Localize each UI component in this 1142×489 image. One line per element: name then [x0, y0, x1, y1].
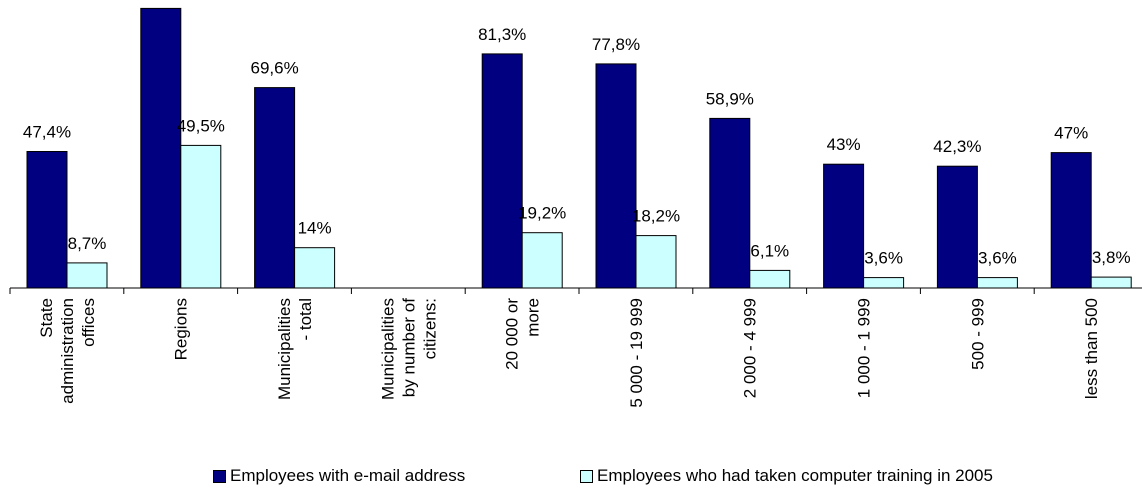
x-tick-label-5: 5 000 - 19 999	[627, 298, 646, 408]
x-tick-label-4: 20 000 or more	[503, 298, 543, 370]
x-tick-label-4-line-1: more	[524, 298, 543, 337]
data-label-s2-9: 3,8%	[1092, 248, 1131, 267]
bar-s2-0	[66, 262, 108, 289]
legend-label-training: Employees who had taken computer trainin…	[597, 466, 993, 485]
legend-item-email: Employees with e-mail address	[213, 466, 465, 486]
legend-label-email: Employees with e-mail address	[230, 466, 466, 485]
data-label-s1-8: 42,3%	[933, 137, 981, 156]
data-label-s2-8: 3,6%	[978, 249, 1017, 268]
bar-s1-6	[709, 117, 751, 289]
bar-s2-7	[863, 277, 905, 289]
legend-item-training: Employees who had taken computer trainin…	[580, 466, 993, 486]
bar-s2-5	[635, 235, 677, 289]
x-tick-label-7: 1 000 - 1 999	[855, 298, 874, 398]
x-tick-label-7-line-0: 1 000 - 1 999	[855, 298, 874, 398]
x-tick-label-6-line-0: 2 000 - 4 999	[741, 298, 760, 398]
bar-s1-7	[823, 163, 865, 289]
x-tick-label-0: State administration offices	[37, 298, 98, 404]
x-tick-label-1: Regions	[172, 298, 191, 360]
x-tick-label-3: Municipalities by number of citizens:	[378, 298, 439, 400]
data-label-s2-5: 18,2%	[632, 207, 680, 226]
bar-s1-0	[26, 151, 68, 289]
bar-s1-9	[1050, 152, 1092, 289]
x-tick-label-2: Municipalities - total	[275, 298, 315, 400]
bar-s1-1	[140, 7, 182, 289]
x-tick-label-0-line-0: State	[37, 298, 56, 338]
bar-s1-5	[595, 63, 637, 289]
x-tick-label-3-line-1: by number of	[399, 298, 418, 397]
data-label-s1-9: 47%	[1054, 124, 1088, 143]
x-tick-label-3-line-0: Municipalities	[378, 298, 397, 400]
data-label-s2-2: 14%	[298, 219, 332, 238]
x-tick-label-6: 2 000 - 4 999	[741, 298, 760, 398]
data-label-s1-5: 77,8%	[592, 35, 640, 54]
x-tick-label-9: less than 500	[1082, 298, 1101, 399]
bar-s2-2	[294, 247, 336, 289]
data-label-s1-2: 69,6%	[250, 59, 298, 78]
x-tick-label-8: 500 - 999	[968, 298, 987, 370]
x-tick-label-0-line-2: offices	[79, 298, 98, 347]
legend-swatch-email	[213, 469, 226, 483]
bar-s2-6	[749, 269, 791, 289]
data-label-s2-7: 3,6%	[864, 249, 903, 268]
bar-s2-9	[1090, 276, 1132, 289]
legend-swatch-training	[580, 469, 593, 483]
bar-s2-4	[521, 232, 563, 289]
data-label-s1-6: 58,9%	[706, 89, 754, 108]
x-tick-label-0-line-1: administration	[58, 298, 77, 404]
bar-s2-8	[976, 277, 1018, 289]
data-label-s2-6: 6,1%	[750, 241, 789, 260]
data-label-s1-7: 43%	[827, 135, 861, 154]
x-tick-label-3-line-2: citizens:	[420, 298, 439, 359]
data-label-s1-0: 47,4%	[23, 123, 71, 142]
bar-s2-1	[180, 144, 222, 289]
bar-s1-8	[936, 165, 978, 289]
x-tick-label-5-line-0: 5 000 - 19 999	[627, 298, 646, 408]
data-label-s2-4: 19,2%	[518, 204, 566, 223]
x-tick-label-2-line-1: - total	[296, 298, 315, 341]
bar-s1-2	[254, 87, 296, 289]
x-tick-label-8-line-0: 500 - 999	[968, 298, 987, 370]
x-tick-label-2-line-0: Municipalities	[275, 298, 294, 400]
data-label-s2-0: 8,7%	[68, 234, 107, 253]
x-tick-label-1-line-0: Regions	[172, 298, 191, 360]
data-label-s1-4: 81,3%	[478, 25, 526, 44]
data-label-s2-1: 49,5%	[177, 116, 225, 135]
x-tick-label-9-line-0: less than 500	[1082, 298, 1101, 399]
chart-legend: Employees with e-mail address Employees …	[0, 466, 1142, 488]
x-tick-label-4-line-0: 20 000 or	[503, 298, 522, 370]
bar-s1-4	[481, 53, 523, 289]
